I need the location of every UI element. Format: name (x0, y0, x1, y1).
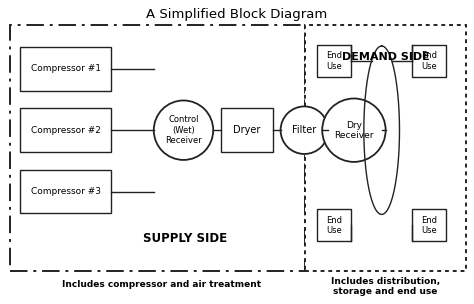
Circle shape (322, 98, 386, 162)
Text: End
Use: End Use (326, 216, 342, 235)
Text: Dryer: Dryer (233, 125, 261, 135)
Text: Compressor #1: Compressor #1 (31, 64, 100, 73)
Circle shape (281, 106, 328, 154)
Text: Control
(Wet)
Receiver: Control (Wet) Receiver (165, 115, 202, 145)
Text: End
Use: End Use (326, 51, 342, 71)
Bar (10, 25, 305, 271)
Circle shape (154, 101, 213, 160)
Text: SUPPLY SIDE: SUPPLY SIDE (144, 232, 228, 245)
Bar (20, 109, 111, 152)
Bar (412, 209, 446, 241)
Bar (221, 109, 273, 152)
Text: Compressor #2: Compressor #2 (31, 126, 100, 135)
Text: A Simplified Block Diagram: A Simplified Block Diagram (146, 8, 328, 21)
Text: DEMAND SIDE: DEMAND SIDE (342, 52, 429, 62)
Text: Includes compressor and air treatment: Includes compressor and air treatment (62, 280, 262, 289)
Bar (20, 47, 111, 91)
Text: End
Use: End Use (421, 216, 437, 235)
Bar (317, 209, 351, 241)
Text: Filter: Filter (292, 125, 317, 135)
Bar (305, 25, 466, 271)
Bar (20, 170, 111, 213)
Text: End
Use: End Use (421, 51, 437, 71)
Text: Dry
Receiver: Dry Receiver (334, 120, 374, 140)
Bar (317, 45, 351, 77)
Bar (412, 45, 446, 77)
Text: Compressor #3: Compressor #3 (31, 187, 100, 196)
Text: Includes distribution,
storage and end use: Includes distribution, storage and end u… (331, 277, 440, 296)
